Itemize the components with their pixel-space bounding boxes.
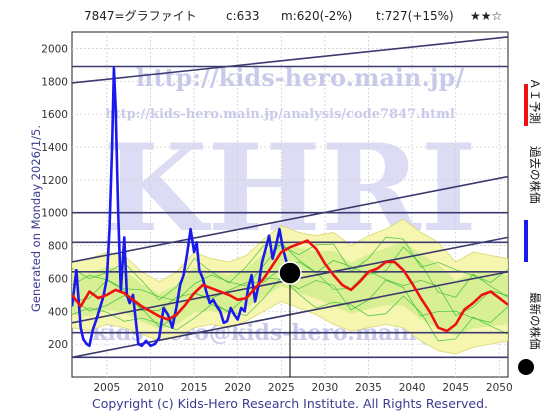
past-price-series: [72, 66, 292, 348]
y-tick-label: 400: [48, 306, 68, 318]
header-rating-stars: ★★☆: [470, 9, 502, 23]
x-tick-label: 2025: [268, 382, 295, 394]
y-tick-label: 200: [48, 339, 68, 351]
series-layer: [72, 66, 508, 348]
legend-latest-price-dot: [518, 359, 534, 375]
channel-line: [72, 36, 508, 84]
latest-price-dot: [278, 261, 302, 285]
y-tick-label: 1600: [41, 109, 68, 121]
channel-line: [72, 175, 508, 263]
x-tick-label: 2050: [486, 382, 513, 394]
watermark-url-1: http://kids-hero.main.jp/: [136, 63, 464, 92]
header-current-price: c:633: [226, 9, 260, 23]
x-tick-label: 2020: [224, 382, 251, 394]
y-tick-label: 800: [48, 241, 68, 253]
x-tick-label: 2030: [312, 382, 339, 394]
x-tick-label: 2010: [137, 382, 164, 394]
ai-forecast-series: [72, 239, 508, 333]
simulation-path: [72, 242, 508, 301]
copyright-text: Copyright (c) Kids-Hero Research Institu…: [92, 396, 488, 411]
simulation-path: [72, 236, 508, 301]
x-tick-label: 2035: [355, 382, 382, 394]
x-tick-label: 2045: [442, 382, 469, 394]
y-tick-label: 1400: [41, 142, 68, 154]
y-tick-label: 1000: [41, 208, 68, 220]
x-tick-label: 2040: [399, 382, 426, 394]
header-code-name: 7847=グラファイト: [84, 9, 197, 23]
tick-labels: 200 400 600 800 1000 1200 1400 1600 1800 2000 2005…: [41, 43, 512, 394]
legend-ai-forecast-label: ＡＩ予測: [528, 78, 542, 124]
latest-marker: [278, 261, 302, 377]
x-tick-label: 2005: [94, 382, 121, 394]
legend: ＡＩ予測 過去の株価 最新の株価: [518, 78, 542, 375]
x-tick-label: 2015: [181, 382, 208, 394]
y-tick-label: 2000: [41, 43, 68, 55]
y-tick-label: 1200: [41, 175, 68, 187]
generated-date-label: Generated on Monday 2026/1/5.: [29, 125, 43, 312]
y-tick-label: 1800: [41, 76, 68, 88]
header-target-price: t:727(+15%): [376, 9, 454, 23]
y-tick-label: 600: [48, 273, 68, 285]
legend-past-price-label: 過去の株価: [528, 146, 542, 204]
header-moving-average: m:620(-2%): [281, 9, 352, 23]
legend-latest-price-label: 最新の株価: [528, 292, 542, 350]
